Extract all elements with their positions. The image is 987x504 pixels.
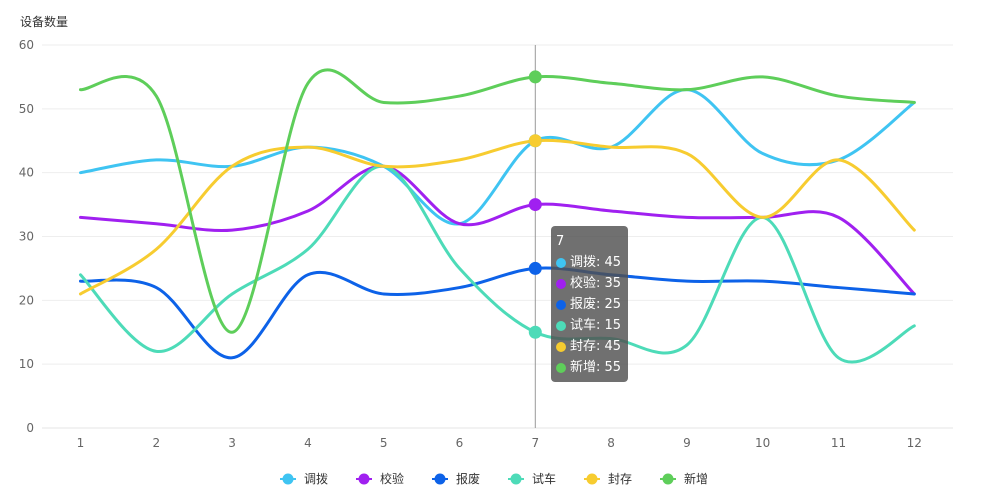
hover-point (528, 134, 542, 148)
tooltip-series-dot (556, 362, 566, 373)
tooltip-rows: 调拨: 45 校验: 35 报废: 25 试车: 15 封存: 45 新增: 55 (556, 252, 628, 378)
series-line (79, 164, 916, 296)
x-tick-label: 6 (456, 436, 464, 450)
tooltip-series-dot (556, 341, 566, 352)
x-tick-label: 1 (77, 436, 85, 450)
x-tick-label: 4 (304, 436, 312, 450)
legend-marker (434, 473, 446, 485)
tooltip-row-label: 调拨: 45 (570, 255, 622, 270)
legend-marker (662, 473, 674, 485)
tooltip-row: 新增: 55 (556, 357, 628, 378)
tooltip: 7 调拨: 45 校验: 35 报废: 25 试车: 15 封存: 45 新增: 55 (551, 226, 628, 382)
series-line (79, 68, 916, 334)
y-tick-label: 10 (19, 357, 34, 371)
tooltip-row-label: 报废: 25 (570, 297, 622, 312)
grid-lines (42, 44, 953, 365)
series-line (79, 266, 916, 360)
hover-point (528, 261, 542, 275)
tooltip-row-label: 新增: 55 (570, 360, 622, 375)
legend-label: 试车 (532, 471, 556, 486)
tooltip-series-dot (556, 299, 566, 310)
x-tick-label: 3 (228, 436, 236, 450)
hover-point (528, 325, 542, 339)
tooltip-row: 调拨: 45 (556, 252, 628, 273)
y-tick-label: 0 (26, 421, 34, 435)
legend-marker (358, 473, 370, 485)
x-tick-label: 11 (831, 436, 846, 450)
legend-marker (586, 473, 598, 485)
tooltip-row: 报废: 25 (556, 294, 628, 315)
tooltip-title: 7 (556, 234, 565, 249)
hover-point (528, 70, 542, 84)
tooltip-row: 封存: 45 (556, 336, 628, 357)
legend-marker (510, 473, 522, 485)
x-tick-label: 10 (755, 436, 770, 450)
y-axis-title: 设备数量 (20, 14, 68, 29)
legend-label: 校验 (380, 471, 404, 486)
legend-label: 调拨 (304, 472, 328, 486)
x-tick-label: 12 (907, 436, 922, 450)
legend-label: 新增 (684, 471, 708, 486)
legend-label: 封存 (608, 472, 632, 486)
y-tick-label: 60 (19, 38, 34, 52)
x-tick-label: 5 (380, 436, 388, 450)
x-tick-label: 8 (607, 436, 615, 450)
y-tick-label: 40 (19, 166, 34, 180)
series-line (79, 164, 916, 364)
tooltip-series-dot (556, 257, 566, 268)
hover-markers (528, 70, 542, 339)
x-tick-label: 9 (683, 436, 691, 450)
tooltip-row-label: 试车: 15 (570, 318, 622, 333)
y-tick-label: 50 (19, 102, 34, 116)
y-tick-label: 20 (19, 293, 34, 307)
tooltip-row: 试车: 15 (556, 315, 628, 336)
tooltip-row-label: 封存: 45 (570, 339, 622, 354)
legend-marker (282, 473, 294, 485)
x-tick-label: 7 (531, 436, 539, 450)
tooltip-row-label: 校验: 35 (570, 276, 622, 291)
series-line (79, 138, 916, 296)
series-lines (79, 68, 916, 364)
tooltip-row: 校验: 35 (556, 273, 628, 294)
legend: 调拨 校验 报废 试车 封存 新增 (280, 471, 708, 486)
tooltip-series-dot (556, 320, 566, 331)
hover-point (528, 198, 542, 212)
legend-label: 报废 (456, 471, 480, 486)
tooltip-series-dot (556, 278, 566, 289)
series-line (79, 88, 916, 226)
x-tick-label: 2 (152, 436, 160, 450)
y-tick-label: 30 (19, 230, 34, 244)
